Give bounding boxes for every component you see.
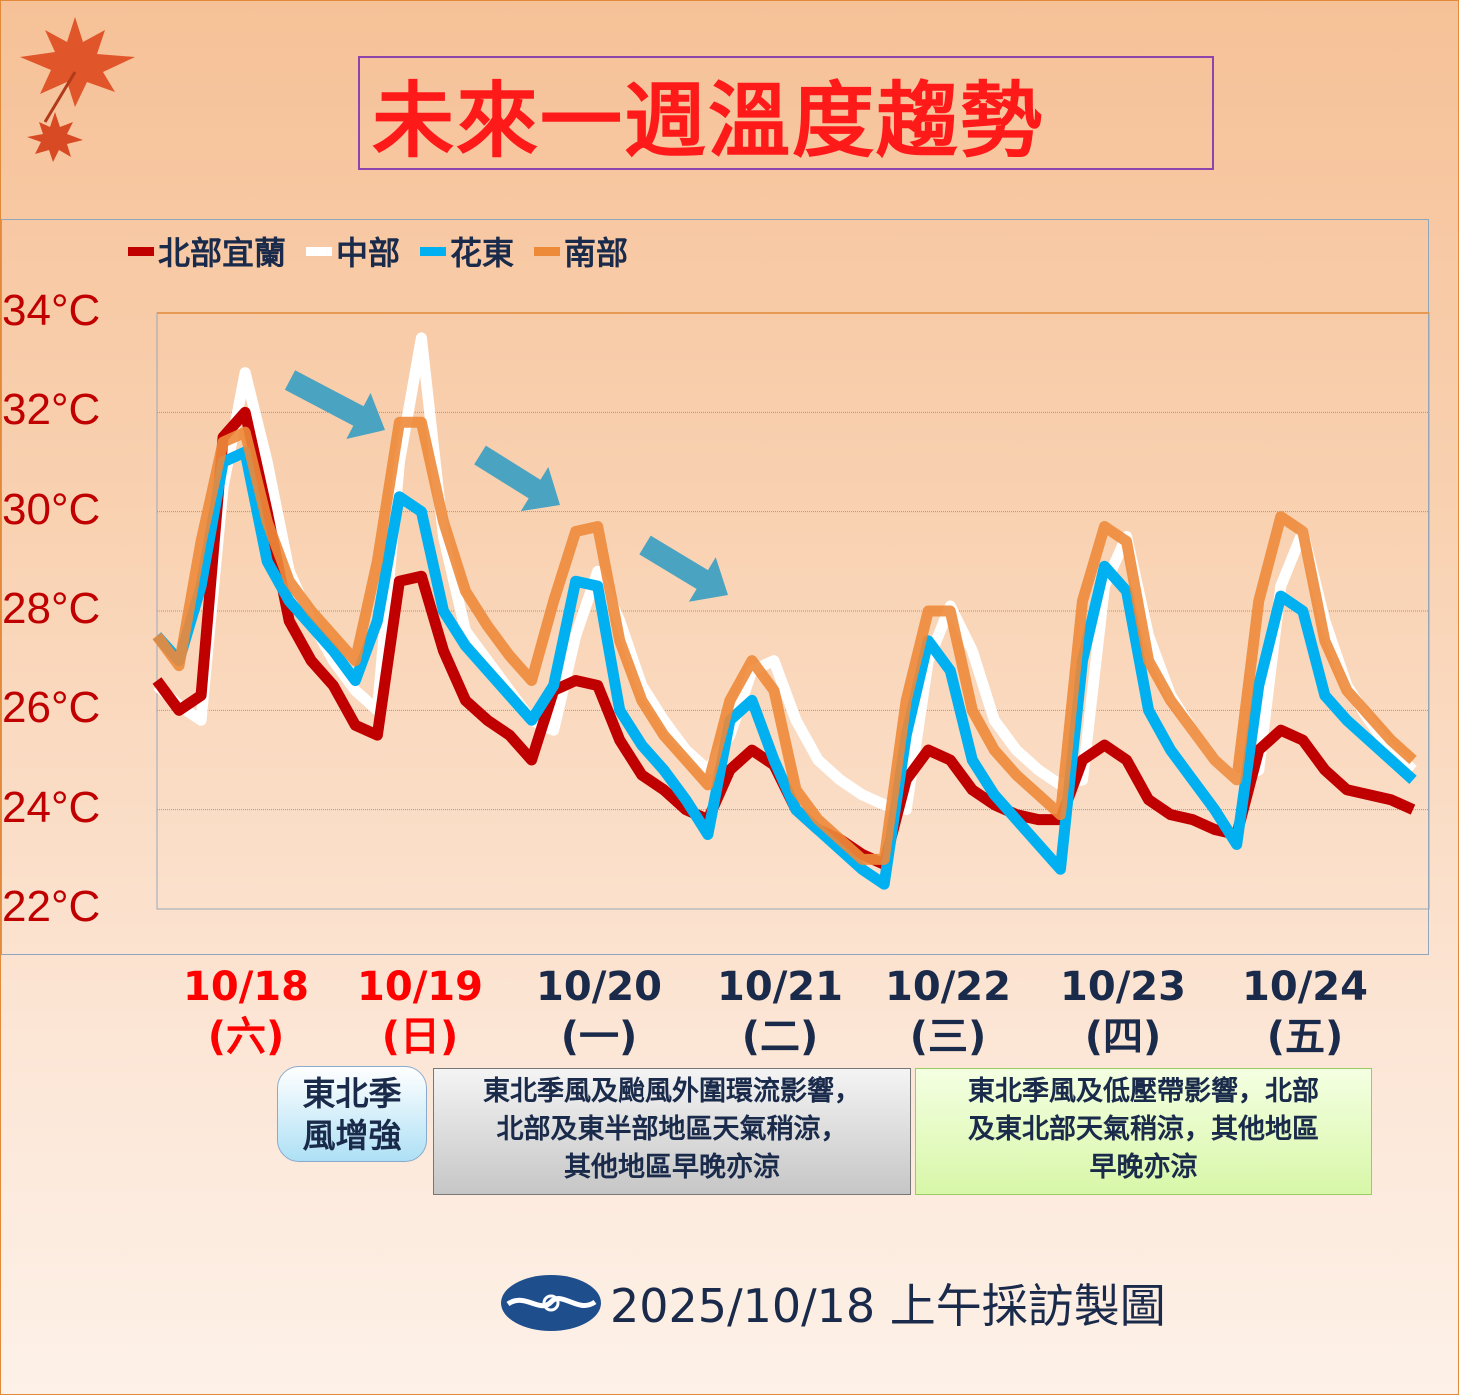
legend-label: 北部宜蘭 [158,234,287,272]
y-tick-label: 32°C [2,385,101,435]
date-label: 10/22 [885,964,1011,1010]
legend-central: 中部 [306,228,400,274]
date-label: 10/20 [536,964,662,1010]
y-tick-label: 22°C [2,882,101,931]
note-line: 東北季 [302,1074,402,1113]
maple-leaves [20,17,135,162]
trend-arrow-icon [284,370,385,440]
note-line: 東北季風及颱風外圍環流影響， [483,1076,861,1107]
cwa-logo-icon [501,1275,601,1331]
title-box: 未來一週溫度趨勢 [358,56,1214,170]
date-label: 10/23 [1060,964,1186,1010]
series-line-花東 [152,446,1417,890]
date-label: 10/24 [1242,964,1368,1010]
series-line-南部 [152,416,1417,865]
legend-swatch [128,246,154,256]
arrow-shape [474,445,561,512]
legend-swatch [306,246,333,256]
weekday-label: (五) [1266,1014,1344,1060]
x-tick-label: 10/23 (四) [1043,962,1203,1062]
x-tick-label: 10/22 (三) [868,962,1028,1062]
note-line: 及東北部天氣稍涼，其他地區 [968,1114,1319,1145]
weekday-label: (三) [909,1014,987,1060]
x-tick-label: 10/21 (二) [700,962,860,1062]
legend-north: 北部宜蘭 [128,228,286,274]
date-label: 10/18 [183,964,309,1010]
chart-legend: 北部宜蘭 中部 花東 南部 [128,228,628,274]
x-tick-label: 10/20 (一) [519,962,679,1062]
weekday-label: (日) [381,1014,459,1060]
date-label: 10/19 [357,964,483,1010]
trend-arrow-icon [474,445,561,512]
legend-swatch [420,246,447,256]
weekday-label: (四) [1084,1014,1162,1060]
x-tick-label: 10/24 (五) [1225,962,1385,1062]
legend-label: 南部 [564,234,629,272]
maple-leaf-icon [20,17,135,123]
weekday-label: (六) [207,1014,285,1060]
weekday-label: (一) [560,1014,638,1060]
weekday-label: (二) [741,1014,819,1060]
y-tick-label: 28°C [2,584,101,633]
note-line: 風增強 [302,1116,402,1155]
arrow-shape [639,535,728,602]
monsoon-strengthening-badge: 東北季 風增強 [277,1066,427,1162]
y-tick-label: 34°C [2,286,101,335]
x-tick-label: 10/19 (日) [340,962,500,1062]
legend-label: 中部 [336,234,401,272]
note-green-box: 東北季風及低壓帶影響，北部 及東北部天氣稍涼，其他地區 早晚亦涼 [915,1068,1372,1195]
date-label: 10/21 [717,964,843,1010]
legend-east: 花東 [420,228,514,274]
footer-date-text: 2025/10/18 上午採訪製圖 [610,1279,1166,1333]
note-line: 北部及東半部地區天氣稍涼， [496,1114,848,1145]
page-title: 未來一週溫度趨勢 [372,73,1045,169]
y-tick-label: 26°C [2,683,101,733]
small-maple-leaf-icon [27,112,83,162]
y-tick-label: 30°C [2,484,101,534]
y-tick-label: 24°C [2,782,101,832]
legend-label: 花東 [450,234,515,272]
note-gray-box: 東北季風及颱風外圍環流影響， 北部及東半部地區天氣稍涼， 其他地區早晚亦涼 [433,1068,911,1195]
note-line: 東北季風及低壓帶影響，北部 [968,1076,1319,1107]
note-line: 早晚亦涼 [1089,1152,1198,1183]
legend-south: 南部 [534,228,628,274]
arrow-shape [284,370,385,440]
note-line: 其他地區早晚亦涼 [564,1152,780,1183]
trend-arrow-icon [639,535,728,602]
legend-swatch [534,246,561,256]
footer: 2025/10/18 上午採訪製圖 [500,1270,1166,1336]
x-tick-label: 10/18 (六) [166,962,326,1062]
